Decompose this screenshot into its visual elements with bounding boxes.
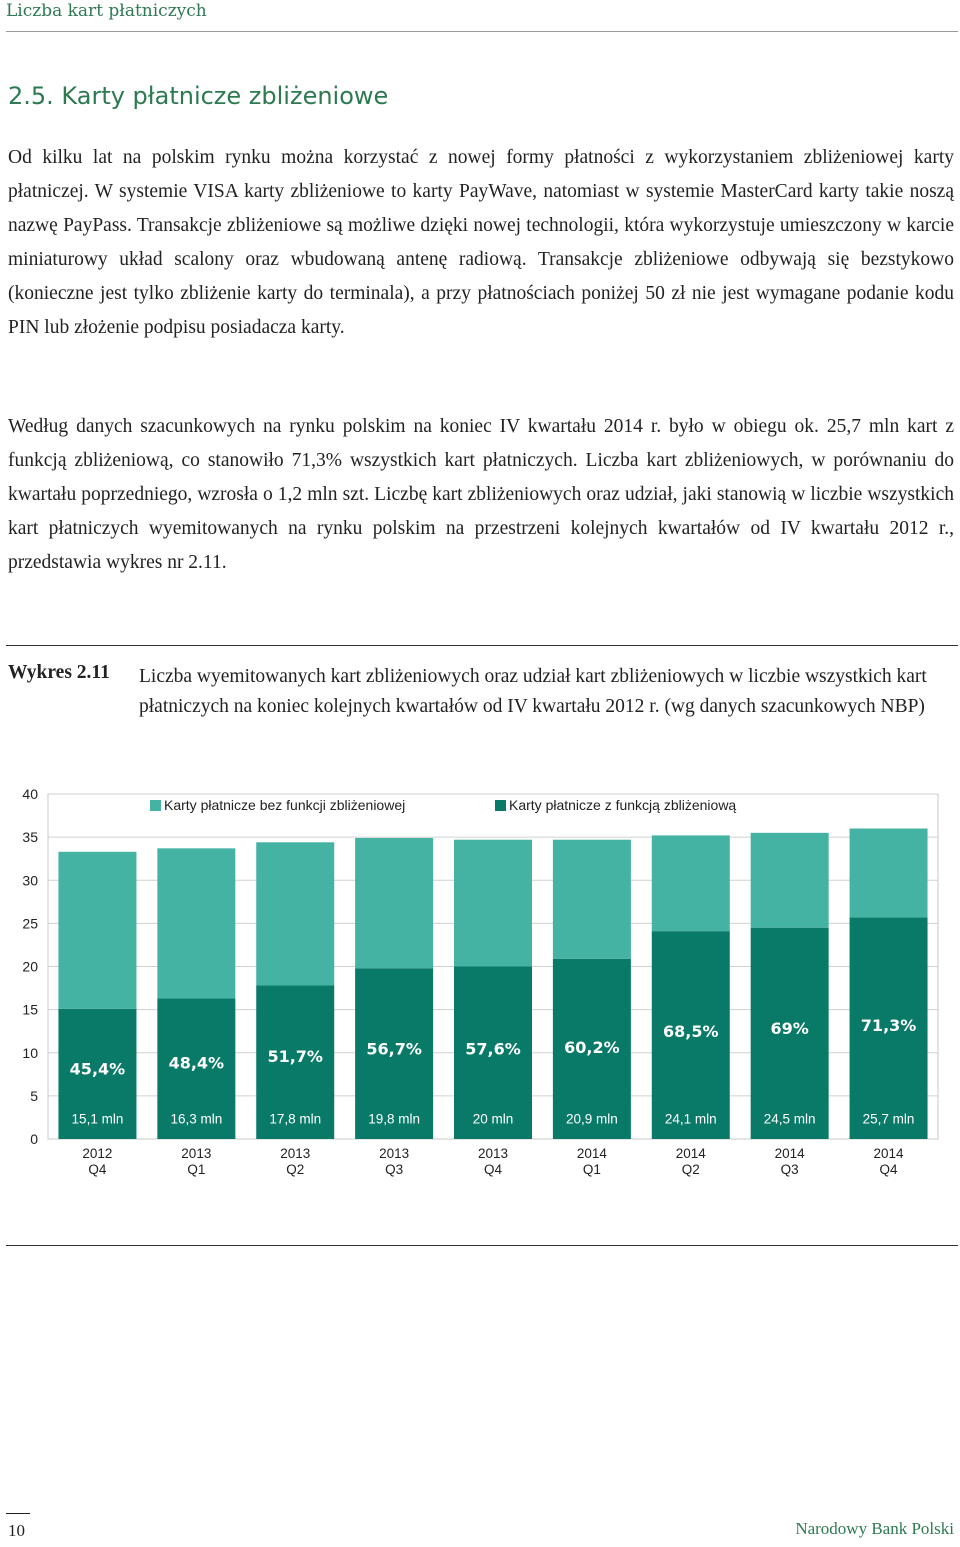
bar-non-contactless bbox=[849, 828, 928, 918]
bar-contactless bbox=[750, 927, 829, 1139]
x-tick-quarter: Q4 bbox=[880, 1162, 899, 1177]
bar-non-contactless bbox=[552, 839, 631, 959]
y-tick-label: 10 bbox=[22, 1045, 38, 1061]
bar-contactless bbox=[58, 1008, 137, 1139]
share-data-label: 57,6% bbox=[465, 1039, 521, 1058]
x-tick-year: 2013 bbox=[280, 1146, 310, 1161]
x-tick-quarter: Q4 bbox=[484, 1162, 503, 1177]
x-tick-year: 2012 bbox=[82, 1146, 112, 1161]
share-data-label: 60,2% bbox=[564, 1038, 620, 1057]
y-tick-label: 0 bbox=[30, 1131, 38, 1147]
x-tick-quarter: Q3 bbox=[781, 1162, 799, 1177]
figure-caption-prefix: Wykres 2. bbox=[8, 662, 92, 683]
bar-contactless bbox=[256, 985, 335, 1139]
value-data-label: 15,1 mln bbox=[72, 1111, 124, 1126]
footer-publisher: Narodowy Bank Polski bbox=[795, 1519, 954, 1538]
y-tick-label: 30 bbox=[22, 872, 38, 888]
x-tick-quarter: Q2 bbox=[286, 1162, 304, 1177]
share-data-label: 48,4% bbox=[169, 1053, 225, 1072]
value-data-label: 16,3 mln bbox=[170, 1111, 222, 1126]
bar-contactless bbox=[454, 966, 532, 1139]
legend-swatch-non-contactless bbox=[150, 800, 161, 811]
value-data-label: 19,8 mln bbox=[368, 1111, 420, 1126]
x-tick-year: 2014 bbox=[577, 1146, 608, 1161]
x-tick-quarter: Q1 bbox=[583, 1162, 601, 1177]
legend-label-contactless: Karty płatnicze z funkcją zbliżeniową bbox=[509, 797, 736, 813]
share-data-label: 45,4% bbox=[70, 1059, 126, 1078]
paragraph-2: Według danych szacunkowych na rynku pols… bbox=[8, 416, 954, 573]
x-tick-year: 2013 bbox=[478, 1146, 508, 1161]
page-number: 10 bbox=[8, 1521, 25, 1540]
y-tick-label: 15 bbox=[22, 1002, 38, 1018]
x-tick-year: 2013 bbox=[181, 1146, 211, 1161]
y-tick-label: 40 bbox=[22, 786, 38, 802]
y-tick-label: 35 bbox=[22, 829, 38, 845]
bar-contactless bbox=[355, 968, 434, 1139]
bar-non-contactless bbox=[454, 839, 532, 967]
share-data-label: 71,3% bbox=[861, 1016, 917, 1035]
y-tick-label: 5 bbox=[30, 1088, 38, 1104]
y-tick-label: 20 bbox=[22, 959, 38, 975]
bar-contactless bbox=[157, 998, 236, 1139]
bar-contactless bbox=[552, 958, 631, 1139]
bar-non-contactless bbox=[58, 851, 137, 1009]
value-data-label: 20,9 mln bbox=[566, 1111, 618, 1126]
stacked-bar-chart: 0 5 10 15 20 25 30 35 40 45,4% 15,1 mln 48,4% 16,3 … bbox=[22, 786, 939, 1177]
x-tick-quarter: Q1 bbox=[187, 1162, 205, 1177]
x-tick-year: 2013 bbox=[379, 1146, 409, 1161]
legend-swatch-contactless bbox=[495, 800, 506, 811]
running-header-title: Liczba kart płatniczych bbox=[6, 1, 207, 21]
share-data-label: 56,7% bbox=[366, 1039, 422, 1058]
running-header: Liczba kart płatniczych bbox=[6, 0, 958, 32]
x-tick-year: 2014 bbox=[676, 1146, 707, 1161]
bar-contactless bbox=[651, 931, 730, 1139]
x-tick-year: 2014 bbox=[874, 1146, 905, 1161]
x-tick-quarter: Q4 bbox=[88, 1162, 107, 1177]
paragraph-1: Od kilku lat na polskim rynku można korz… bbox=[8, 147, 954, 338]
bar-non-contactless bbox=[157, 848, 236, 999]
share-data-label: 68,5% bbox=[663, 1022, 719, 1041]
value-data-label: 24,5 mln bbox=[764, 1111, 816, 1126]
share-data-label: 51,7% bbox=[267, 1047, 323, 1066]
value-data-label: 20 mln bbox=[473, 1111, 514, 1126]
value-data-label: 25,7 mln bbox=[863, 1111, 915, 1126]
figure-caption-label: Wykres 2.11 bbox=[8, 662, 110, 684]
figure-caption-number: 11 bbox=[91, 662, 110, 683]
bar-contactless bbox=[849, 917, 928, 1139]
bar-non-contactless bbox=[355, 837, 434, 969]
bar-non-contactless bbox=[256, 842, 335, 986]
section-title: 2.5. Karty płatnicze zbliżeniowe bbox=[8, 82, 389, 110]
bar-non-contactless bbox=[651, 835, 730, 932]
chart-bottom-rule bbox=[6, 1245, 958, 1246]
legend-label-non-contactless: Karty płatnicze bez funkcji zbliżeniowej bbox=[164, 797, 405, 813]
x-tick-quarter: Q2 bbox=[682, 1162, 700, 1177]
x-tick-quarter: Q3 bbox=[385, 1162, 403, 1177]
figure-caption-text: Liczba wyemitowanych kart zbliżeniowych … bbox=[139, 666, 927, 717]
y-tick-label: 25 bbox=[22, 915, 38, 931]
bar-non-contactless bbox=[750, 832, 829, 928]
x-tick-year: 2014 bbox=[775, 1146, 806, 1161]
footer-page-rule bbox=[6, 1513, 30, 1514]
caption-top-rule bbox=[6, 645, 958, 646]
share-data-label: 69% bbox=[771, 1019, 809, 1038]
value-data-label: 24,1 mln bbox=[665, 1111, 717, 1126]
value-data-label: 17,8 mln bbox=[269, 1111, 321, 1126]
